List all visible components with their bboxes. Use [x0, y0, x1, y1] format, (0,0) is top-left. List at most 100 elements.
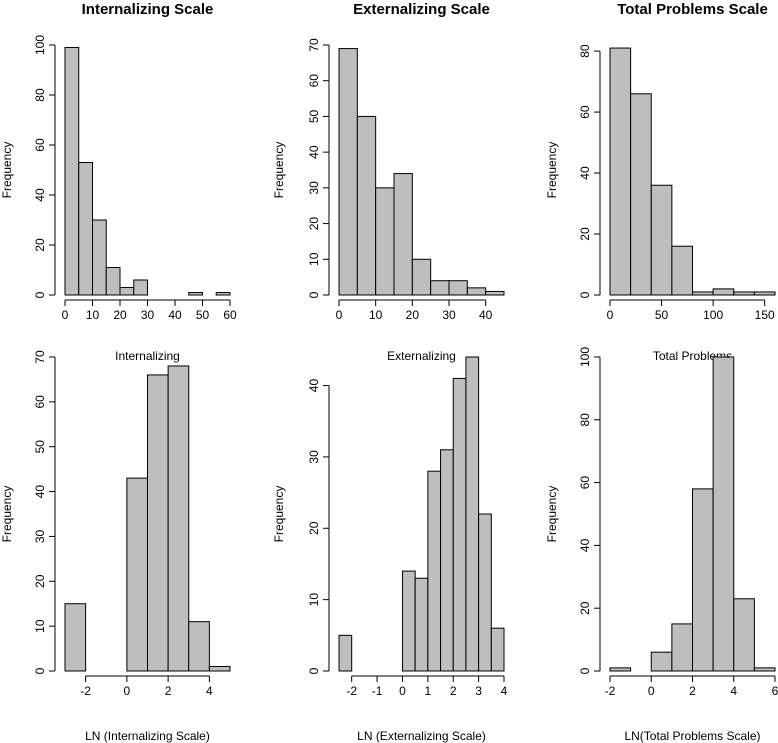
- y-tick-label: 60: [578, 105, 592, 119]
- chart-title: Total Problems Scale: [617, 1, 768, 18]
- y-tick-label: 40: [33, 188, 47, 202]
- y-tick-label: 10: [307, 593, 321, 607]
- y-tick-label: 60: [307, 74, 321, 88]
- y-tick-label: 40: [307, 145, 321, 159]
- bar: [671, 245, 693, 296]
- x-tick-label: 100: [703, 308, 723, 322]
- x-tick-label: 0: [648, 684, 655, 698]
- x-tick-label: 50: [196, 308, 210, 322]
- bar: [208, 666, 231, 672]
- y-tick-label: 60: [33, 138, 47, 152]
- y-tick-label: 80: [33, 88, 47, 102]
- x-tick-label: 0: [399, 684, 406, 698]
- bar: [78, 162, 93, 296]
- y-tick-label: 20: [33, 574, 47, 588]
- x-tick-label: 0: [124, 684, 131, 698]
- bar: [671, 623, 693, 672]
- y-axis-label: Frequency: [272, 142, 286, 199]
- y-tick-label: 40: [33, 485, 47, 499]
- x-tick-label: -2: [346, 684, 357, 698]
- x-tick-label: -1: [372, 684, 383, 698]
- x-tick-label: 2: [165, 684, 172, 698]
- bar: [733, 598, 755, 672]
- y-tick-label: 20: [307, 217, 321, 231]
- y-tick-label: 80: [578, 413, 592, 427]
- y-tick-label: 80: [578, 44, 592, 58]
- y-tick-label: 50: [307, 109, 321, 123]
- bar: [167, 365, 190, 672]
- bar: [692, 488, 714, 672]
- y-tick-label: 0: [578, 667, 592, 674]
- bar: [338, 634, 353, 672]
- bar: [490, 627, 505, 672]
- bar: [356, 115, 377, 296]
- bar: [465, 356, 480, 672]
- x-tick-label: 30: [141, 308, 155, 322]
- y-tick-label: 60: [33, 395, 47, 409]
- y-axis-label: Frequency: [545, 142, 559, 199]
- bar: [609, 667, 632, 672]
- bar: [733, 291, 755, 296]
- x-tick-label: 0: [336, 308, 343, 322]
- y-tick-label: 40: [578, 166, 592, 180]
- bar: [64, 47, 80, 296]
- x-tick-label: 10: [86, 308, 100, 322]
- y-tick-label: 100: [578, 347, 592, 367]
- y-tick-label: 50: [33, 440, 47, 454]
- x-tick-label: 4: [730, 684, 737, 698]
- y-tick-label: 30: [307, 450, 321, 464]
- x-tick-label: 50: [655, 308, 669, 322]
- y-tick-label: 30: [33, 529, 47, 543]
- y-tick-label: 0: [307, 291, 321, 298]
- bar: [448, 280, 468, 296]
- x-tick-label: 4: [206, 684, 213, 698]
- bar: [650, 184, 673, 296]
- bar: [430, 280, 450, 296]
- bar: [105, 267, 121, 296]
- bar: [375, 187, 395, 296]
- bar: [414, 577, 429, 672]
- bar: [188, 621, 210, 672]
- y-tick-label: 40: [307, 379, 321, 393]
- x-tick-label: 30: [442, 308, 456, 322]
- bar: [609, 47, 632, 296]
- bar: [188, 292, 203, 296]
- y-axis-label: Frequency: [0, 142, 14, 199]
- y-tick-label: 60: [578, 476, 592, 490]
- y-tick-label: 10: [33, 619, 47, 633]
- x-axis-label: LN (Externalizing Scale): [357, 729, 486, 743]
- bar: [650, 651, 673, 672]
- x-tick-label: 0: [62, 308, 69, 322]
- y-tick-label: 0: [307, 667, 321, 674]
- x-tick-label: 1: [425, 684, 432, 698]
- x-tick-label: 40: [479, 308, 493, 322]
- y-tick-label: 0: [33, 291, 47, 298]
- y-tick-label: 30: [307, 181, 321, 195]
- bar: [753, 291, 776, 296]
- y-tick-label: 20: [578, 227, 592, 241]
- bar: [478, 513, 492, 672]
- x-tick-label: 0: [607, 308, 614, 322]
- x-tick-label: -2: [80, 684, 91, 698]
- bar: [466, 287, 487, 296]
- bar: [92, 219, 107, 296]
- y-tick-label: 100: [33, 35, 47, 55]
- y-tick-label: 70: [307, 38, 321, 52]
- x-tick-label: 2: [689, 684, 696, 698]
- bar: [411, 258, 432, 296]
- x-tick-label: 4: [501, 684, 508, 698]
- y-tick-label: 0: [33, 667, 47, 674]
- x-axis-label: LN(Total Problems Scale): [624, 729, 760, 743]
- bar: [452, 377, 467, 672]
- bar: [427, 470, 442, 672]
- bar: [119, 287, 135, 296]
- bar: [753, 667, 776, 672]
- chart-title: Internalizing Scale: [82, 1, 214, 18]
- bar: [393, 173, 413, 296]
- y-tick-label: 20: [33, 238, 47, 252]
- chart-title: Externalizing Scale: [353, 1, 490, 18]
- y-tick-label: 40: [578, 538, 592, 552]
- bar: [712, 288, 735, 296]
- y-tick-label: 20: [307, 521, 321, 535]
